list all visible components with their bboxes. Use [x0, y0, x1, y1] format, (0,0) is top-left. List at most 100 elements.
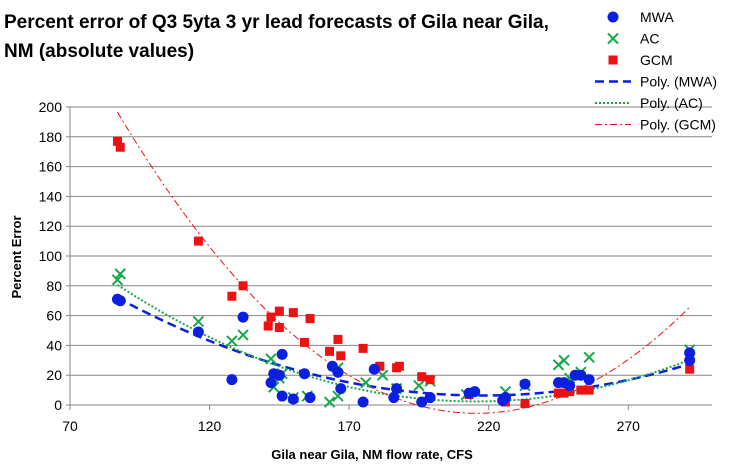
- y-tick-label-120: 120: [39, 218, 63, 234]
- point-ac-14: [360, 376, 372, 389]
- point-ac-3: [226, 335, 238, 347]
- y-tick-label-40: 40: [46, 337, 62, 353]
- point-ac-1: [114, 268, 126, 280]
- point-gcm-25: [559, 388, 569, 398]
- point-gcm-19: [417, 372, 427, 382]
- point-mwa-34: [684, 347, 696, 359]
- point-gcm-6: [266, 312, 276, 322]
- point-ac-15: [376, 369, 389, 381]
- point-gcm-1: [115, 142, 125, 152]
- point-gcm-26: [565, 387, 575, 397]
- point-gcm-13: [333, 334, 343, 344]
- trendline-poly-mwa: [116, 296, 691, 397]
- y-tick-label-80: 80: [46, 278, 62, 294]
- y-tick-labels: 0 20 40 60 80 100 120 140 160 180 200: [39, 99, 63, 413]
- chart-title-line-1: Percent error of Q3 5yta 3 yr lead forec…: [4, 12, 549, 33]
- gridlines: [70, 106, 712, 376]
- y-axis-title: Percent Error: [9, 215, 24, 298]
- point-mwa-4: [237, 311, 249, 323]
- trendline-poly-ac: [116, 284, 691, 403]
- point-mwa-3: [226, 374, 238, 386]
- y-tick-label-0: 0: [54, 397, 62, 413]
- data-points: [111, 136, 696, 409]
- y-tick-label-140: 140: [39, 188, 63, 204]
- point-ac-17: [413, 379, 425, 392]
- point-mwa-15: [335, 383, 347, 395]
- y-tick-label-20: 20: [46, 367, 62, 383]
- point-gcm-28: [584, 385, 594, 395]
- point-gcm-20: [425, 375, 435, 385]
- point-ac-5: [265, 353, 277, 365]
- point-gcm-0: [112, 136, 122, 146]
- chart-title-line-2: NM (absolute values): [4, 41, 194, 62]
- point-mwa-12: [304, 392, 316, 404]
- point-mwa-7: [273, 369, 285, 381]
- legend-gcm-label: GCM: [640, 52, 673, 68]
- point-ac-26: [583, 351, 595, 364]
- point-mwa-17: [368, 363, 380, 375]
- point-mwa-32: [583, 374, 595, 386]
- point-mwa-9: [276, 390, 288, 402]
- x-tick-label-120: 120: [198, 418, 222, 434]
- x-axis-title: Gila near Gila, NM flow rate, CFS: [271, 447, 473, 462]
- legend: MWA AC GCM Poly. (MWA) Poly. (AC) Poly. (GCM): [595, 9, 717, 133]
- point-gcm-27: [576, 385, 586, 395]
- point-mwa-8: [276, 348, 288, 360]
- point-mwa-29: [564, 380, 576, 392]
- point-gcm-29: [685, 364, 695, 374]
- legend-poly-gcm-label: Poly. (GCM): [640, 117, 716, 133]
- point-gcm-2: [193, 236, 203, 246]
- legend-poly-mwa-label: Poly. (MWA): [640, 74, 717, 90]
- point-mwa-18: [388, 392, 400, 404]
- y-tick-label-200: 200: [39, 99, 63, 115]
- legend-mwa-swatch: [607, 11, 619, 23]
- point-gcm-16: [375, 361, 385, 371]
- point-ac-11: [323, 396, 336, 408]
- point-ac-4: [237, 329, 249, 341]
- point-gcm-10: [299, 337, 309, 347]
- point-mwa-25: [499, 392, 511, 404]
- point-mwa-23: [469, 386, 481, 398]
- point-mwa-31: [575, 369, 587, 381]
- point-mwa-10: [287, 393, 299, 405]
- point-gcm-23: [520, 399, 530, 409]
- legend-gcm-swatch: [608, 55, 618, 65]
- point-gcm-24: [553, 388, 563, 398]
- point-gcm-18: [394, 361, 404, 371]
- point-mwa-20: [416, 396, 428, 408]
- point-gcm-4: [238, 281, 248, 291]
- point-gcm-5: [263, 321, 273, 331]
- y-tick-label-100: 100: [39, 248, 63, 264]
- point-ac-0: [111, 274, 124, 286]
- y-tick-label-180: 180: [39, 129, 63, 145]
- point-gcm-3: [227, 291, 237, 301]
- legend-ac-swatch: [607, 32, 619, 45]
- point-gcm-9: [288, 308, 298, 318]
- point-mwa-2: [192, 326, 204, 338]
- y-tick-label-160: 160: [39, 159, 63, 175]
- point-mwa-19: [391, 383, 403, 395]
- point-mwa-5: [265, 377, 277, 389]
- x-tick-label-70: 70: [62, 418, 78, 434]
- trendlines: [116, 111, 691, 414]
- x-tick-label-220: 220: [477, 418, 501, 434]
- legend-mwa-label: MWA: [640, 9, 674, 25]
- legend-ac-label: AC: [640, 31, 659, 47]
- point-gcm-12: [325, 346, 335, 356]
- point-mwa-11: [298, 368, 310, 380]
- point-gcm-15: [358, 343, 368, 353]
- x-tick-label-170: 170: [337, 418, 361, 434]
- legend-poly-ac-label: Poly. (AC): [640, 95, 703, 111]
- axes: [66, 106, 712, 410]
- x-tick-label-270: 270: [617, 418, 641, 434]
- trendline-poly-gcm: [117, 111, 691, 414]
- point-gcm-11: [305, 314, 315, 324]
- point-mwa-21: [424, 392, 436, 404]
- point-ac-2: [192, 315, 205, 328]
- point-gcm-8: [274, 323, 284, 333]
- point-gcm-7: [274, 306, 284, 316]
- point-gcm-14: [336, 351, 346, 361]
- point-mwa-14: [332, 366, 344, 378]
- point-mwa-1: [114, 295, 126, 307]
